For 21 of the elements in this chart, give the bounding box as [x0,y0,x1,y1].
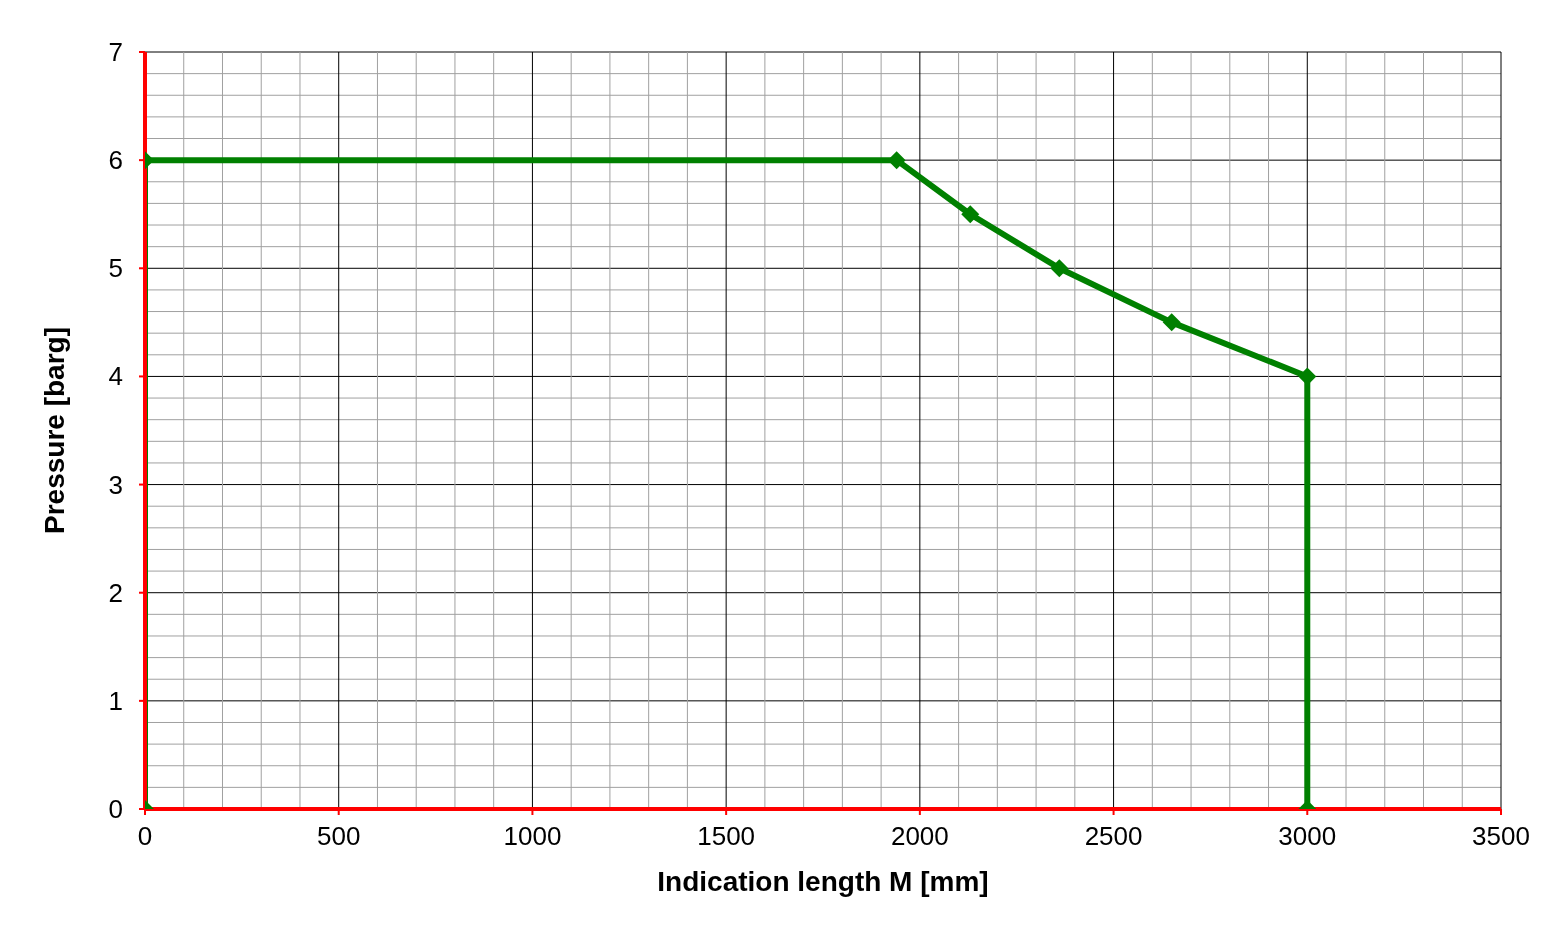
x-tick-label: 3000 [1278,821,1337,851]
x-tick-label: 2500 [1084,821,1143,851]
y-tick-label: 2 [108,577,123,608]
y-tick-label: 6 [108,145,123,176]
y-tick-label: 1 [108,685,123,716]
y-tick-label: 7 [108,37,123,67]
x-tick-label: 3500 [1472,821,1530,851]
x-axis-title: Indication length M [mm] [657,866,989,897]
x-tick-label: 1000 [503,821,562,851]
y-tick-label: 0 [108,794,123,824]
y-tick-label: 4 [108,361,123,392]
y-tick-label: 5 [108,253,123,284]
point [961,205,980,224]
y-axis-title: Pressure [barg] [38,327,70,534]
x-tick-label: 1500 [697,821,756,851]
point [1162,313,1181,332]
x-tick-label: 0 [137,821,153,851]
x-tick-label: 500 [317,821,361,851]
y-tick-label: 3 [108,469,123,500]
point [1050,259,1069,278]
x-tick-label: 2000 [890,821,949,851]
